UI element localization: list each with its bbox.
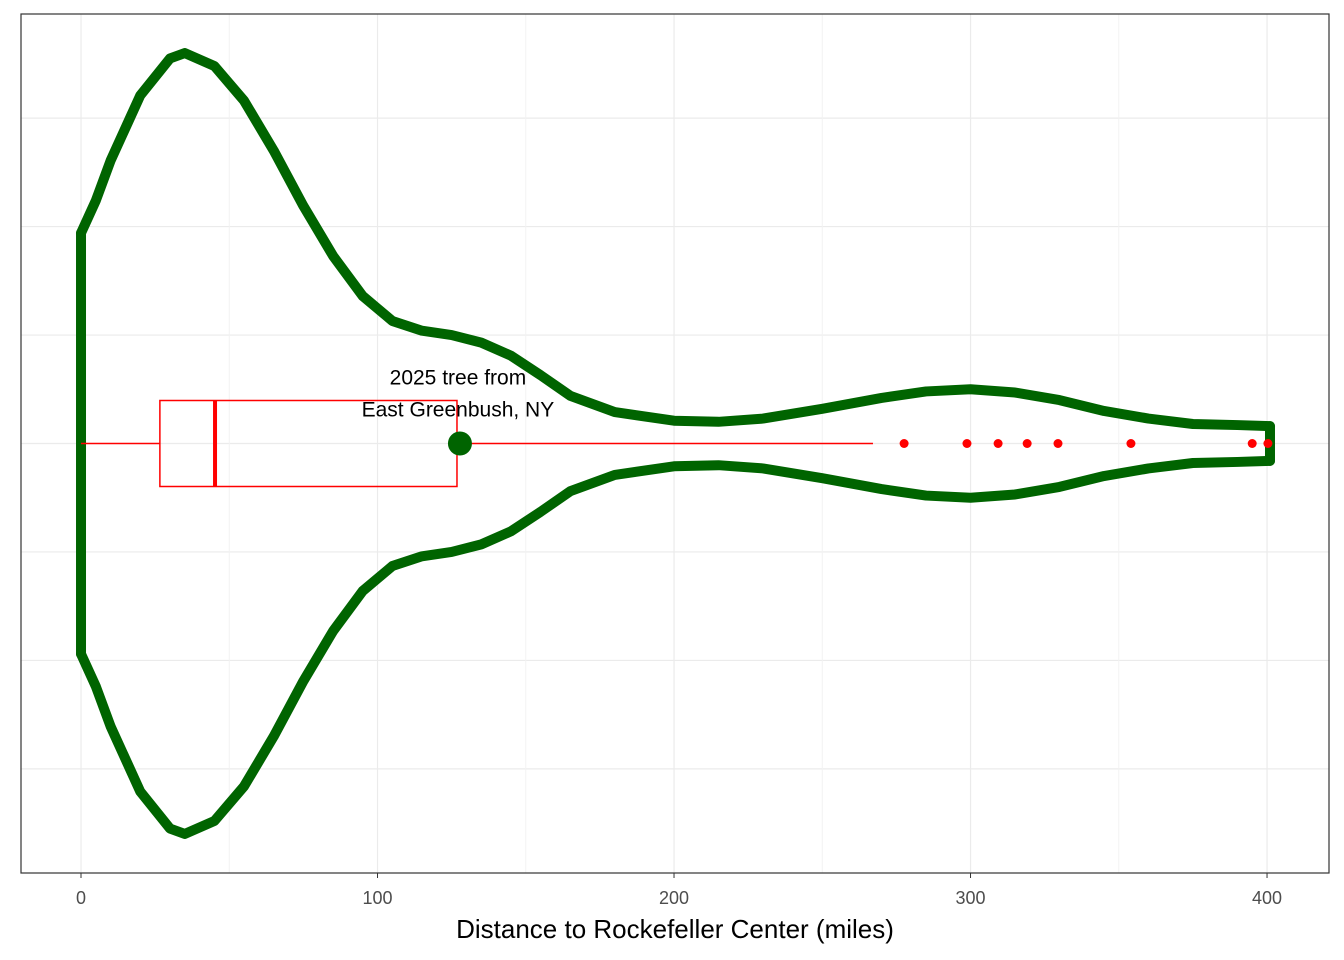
- x-tick-label: 0: [76, 888, 86, 908]
- x-tick-label: 200: [659, 888, 689, 908]
- x-tick-label: 100: [362, 888, 392, 908]
- outlier: [962, 439, 972, 448]
- outlier: [1247, 439, 1257, 448]
- violin-upper: [76, 48, 1275, 432]
- outlier: [1263, 439, 1273, 448]
- x-tick-label: 400: [1252, 888, 1282, 908]
- highlight-point: [447, 431, 472, 456]
- x-tick-label: 300: [956, 888, 986, 908]
- outlier: [1126, 439, 1136, 448]
- outlier: [1053, 439, 1063, 448]
- annotation: East Greenbush, NY: [362, 399, 555, 422]
- outlier: [1022, 439, 1032, 448]
- panel-border: [20, 13, 1330, 874]
- outlier: [993, 439, 1003, 448]
- violin-lower: [76, 455, 1275, 839]
- outlier: [899, 439, 909, 448]
- x-axis-title: Distance to Rockefeller Center (miles): [456, 914, 894, 944]
- annotation: 2025 tree from: [390, 367, 527, 390]
